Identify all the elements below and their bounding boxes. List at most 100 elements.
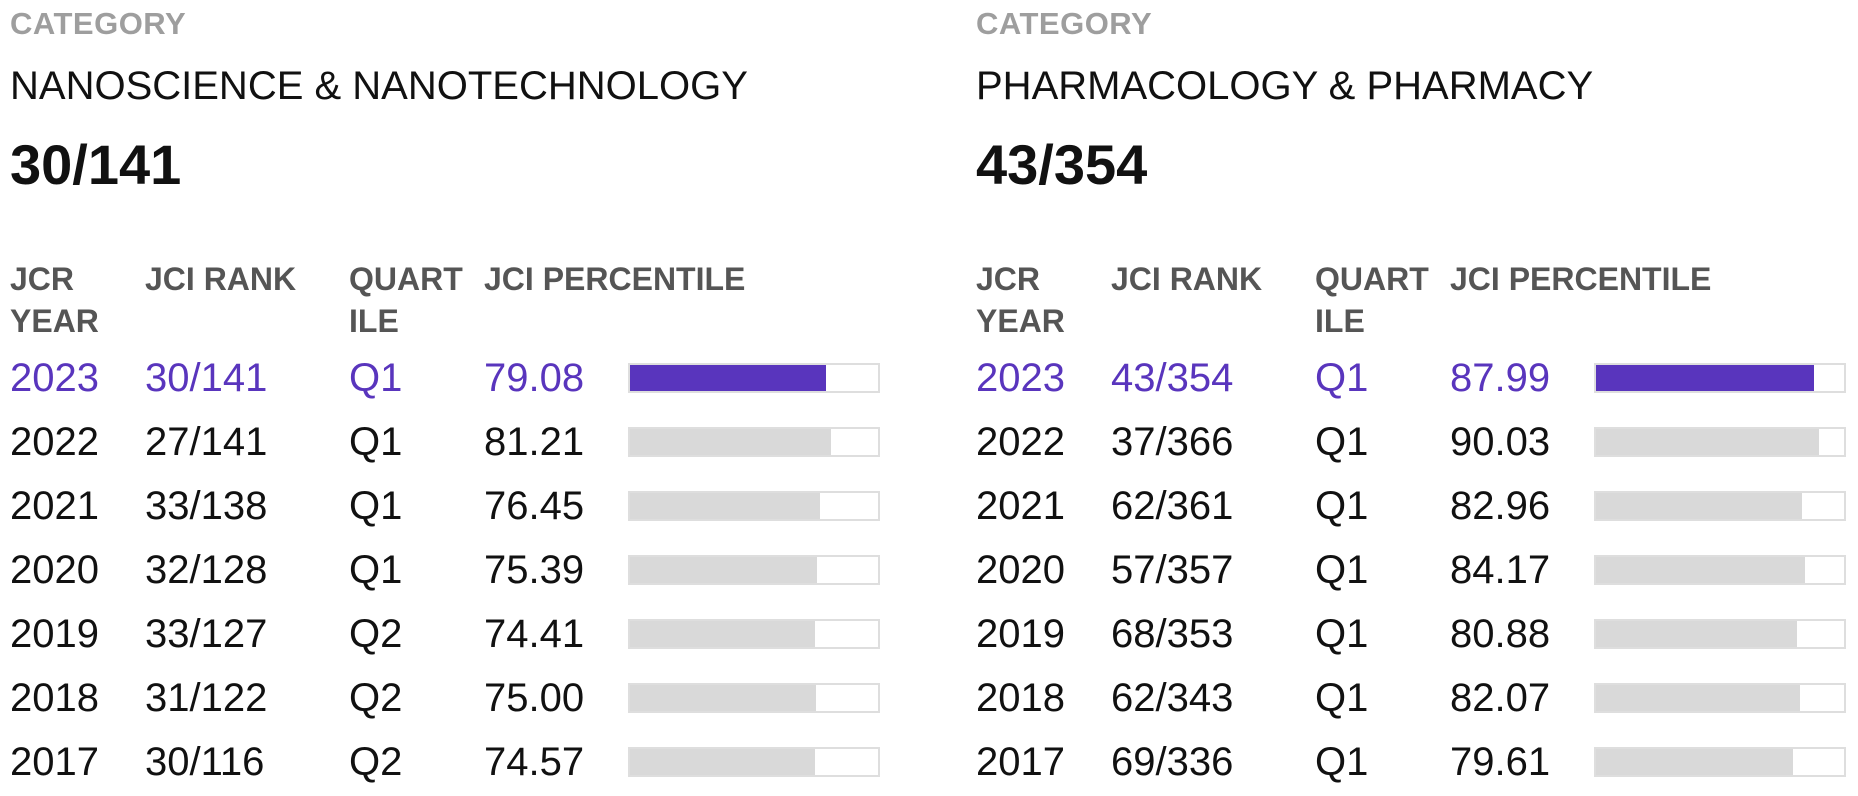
column-header-line: JCI RANK bbox=[145, 261, 297, 297]
jci-rank-cell: 30/141 bbox=[145, 356, 268, 400]
column-header-line: JCI RANK bbox=[1111, 261, 1263, 297]
jci-rank-cell: 33/138 bbox=[145, 484, 268, 528]
percentile-bar-fill bbox=[1596, 493, 1802, 519]
jci-rank-cell: 27/141 bbox=[145, 420, 268, 464]
percentile-cell: 75.00 bbox=[484, 676, 585, 720]
percentile-bar bbox=[1594, 683, 1846, 713]
category-panel-nanoscience: CATEGORY NANOSCIENCE & NANOTECHNOLOGY 30… bbox=[10, 0, 950, 792]
table-row: 2022 37/366 Q1 90.03 bbox=[976, 412, 1858, 476]
category-panel-pharmacology: CATEGORY PHARMACOLOGY & PHARMACY 43/354 … bbox=[976, 0, 1858, 792]
year-cell: 2021 bbox=[10, 484, 99, 528]
year-cell: 2021 bbox=[976, 484, 1065, 528]
percentile-bar-fill bbox=[630, 621, 815, 647]
year-cell: 2018 bbox=[10, 676, 99, 720]
table-row-current: 2023 30/141 Q1 79.08 bbox=[10, 348, 950, 412]
percentile-cell: 79.08 bbox=[484, 356, 585, 400]
percentile-bar-fill bbox=[630, 685, 816, 711]
column-header-line: YEAR bbox=[976, 303, 1065, 339]
quartile-cell: Q1 bbox=[349, 548, 403, 592]
percentile-bar bbox=[628, 491, 880, 521]
quartile-cell: Q1 bbox=[1315, 612, 1369, 656]
table-row: 2020 32/128 Q1 75.39 bbox=[10, 540, 950, 604]
percentile-bar bbox=[628, 427, 880, 457]
quartile-cell: Q1 bbox=[349, 356, 403, 400]
percentile-cell: 74.41 bbox=[484, 612, 585, 656]
quartile-cell: Q1 bbox=[349, 484, 403, 528]
year-cell: 2022 bbox=[10, 420, 99, 464]
column-header-jci-rank: JCI RANK bbox=[145, 258, 345, 300]
jci-rank-cell: 68/353 bbox=[1111, 612, 1234, 656]
quartile-cell: Q2 bbox=[349, 676, 403, 720]
percentile-bar bbox=[1594, 747, 1846, 777]
ranking-table: 2023 30/141 Q1 79.08 2022 27/141 Q1 81.21 2021 33… bbox=[10, 348, 950, 796]
column-header-line: JCI PERCENTILE bbox=[484, 261, 746, 297]
percentile-bar bbox=[628, 683, 880, 713]
percentile-cell: 75.39 bbox=[484, 548, 585, 592]
percentile-bar bbox=[628, 555, 880, 585]
column-header-jci-rank: JCI RANK bbox=[1111, 258, 1311, 300]
percentile-cell: 84.17 bbox=[1450, 548, 1551, 592]
percentile-bar-fill bbox=[1596, 557, 1805, 583]
percentile-bar bbox=[1594, 427, 1846, 457]
year-cell: 2022 bbox=[976, 420, 1065, 464]
percentile-bar bbox=[628, 747, 880, 777]
year-cell: 2019 bbox=[10, 612, 99, 656]
table-row: 2018 31/122 Q2 75.00 bbox=[10, 668, 950, 732]
quartile-cell: Q1 bbox=[349, 420, 403, 464]
category-label: CATEGORY bbox=[10, 6, 187, 41]
percentile-bar-fill bbox=[1596, 685, 1800, 711]
jci-rank-cell: 69/336 bbox=[1111, 740, 1234, 784]
column-header-quartile: QUART ILE bbox=[349, 258, 479, 342]
year-cell: 2019 bbox=[976, 612, 1065, 656]
table-row: 2021 33/138 Q1 76.45 bbox=[10, 476, 950, 540]
table-row: 2022 27/141 Q1 81.21 bbox=[10, 412, 950, 476]
column-header-line: JCI PERCENTILE bbox=[1450, 261, 1712, 297]
year-cell: 2018 bbox=[976, 676, 1065, 720]
percentile-cell: 76.45 bbox=[484, 484, 585, 528]
ranking-table: 2023 43/354 Q1 87.99 2022 37/366 Q1 90.03 2021 62… bbox=[976, 348, 1858, 796]
percentile-bar-fill bbox=[630, 493, 820, 519]
year-cell: 2023 bbox=[10, 356, 99, 400]
percentile-bar-fill bbox=[630, 429, 832, 455]
category-current-rank: 30/141 bbox=[10, 133, 182, 196]
column-header-line: ILE bbox=[1315, 303, 1365, 339]
column-header-line: JCR bbox=[10, 261, 75, 297]
quartile-cell: Q2 bbox=[349, 740, 403, 784]
year-cell: 2020 bbox=[10, 548, 99, 592]
percentile-bar-fill bbox=[630, 365, 827, 391]
percentile-bar-fill bbox=[1596, 621, 1797, 647]
quartile-cell: Q1 bbox=[1315, 740, 1369, 784]
percentile-cell: 90.03 bbox=[1450, 420, 1551, 464]
column-header-line: YEAR bbox=[10, 303, 99, 339]
column-header-line: ILE bbox=[349, 303, 399, 339]
column-header-line: QUART bbox=[349, 261, 463, 297]
percentile-cell: 87.99 bbox=[1450, 356, 1551, 400]
column-header-jcr-year: JCR YEAR bbox=[976, 258, 1096, 342]
percentile-cell: 79.61 bbox=[1450, 740, 1551, 784]
quartile-cell: Q1 bbox=[1315, 356, 1369, 400]
quartile-cell: Q1 bbox=[1315, 676, 1369, 720]
table-row: 2019 68/353 Q1 80.88 bbox=[976, 604, 1858, 668]
percentile-bar bbox=[1594, 491, 1846, 521]
percentile-cell: 80.88 bbox=[1450, 612, 1551, 656]
column-header-jci-percentile: JCI PERCENTILE bbox=[1450, 258, 1810, 300]
table-row: 2019 33/127 Q2 74.41 bbox=[10, 604, 950, 668]
category-name: NANOSCIENCE & NANOTECHNOLOGY bbox=[10, 64, 748, 108]
percentile-bar-fill bbox=[1596, 365, 1815, 391]
column-header-line: JCR bbox=[976, 261, 1041, 297]
quartile-cell: Q1 bbox=[1315, 484, 1369, 528]
percentile-bar bbox=[1594, 555, 1846, 585]
column-header-quartile: QUART ILE bbox=[1315, 258, 1445, 342]
percentile-bar bbox=[1594, 363, 1846, 393]
percentile-bar bbox=[1594, 619, 1846, 649]
jci-rank-cell: 57/357 bbox=[1111, 548, 1234, 592]
year-cell: 2020 bbox=[976, 548, 1065, 592]
column-header-jcr-year: JCR YEAR bbox=[10, 258, 130, 342]
percentile-bar bbox=[628, 619, 880, 649]
percentile-cell: 82.07 bbox=[1450, 676, 1551, 720]
year-cell: 2017 bbox=[10, 740, 99, 784]
jci-rank-cell: 32/128 bbox=[145, 548, 268, 592]
category-name: PHARMACOLOGY & PHARMACY bbox=[976, 64, 1594, 108]
year-cell: 2023 bbox=[976, 356, 1065, 400]
